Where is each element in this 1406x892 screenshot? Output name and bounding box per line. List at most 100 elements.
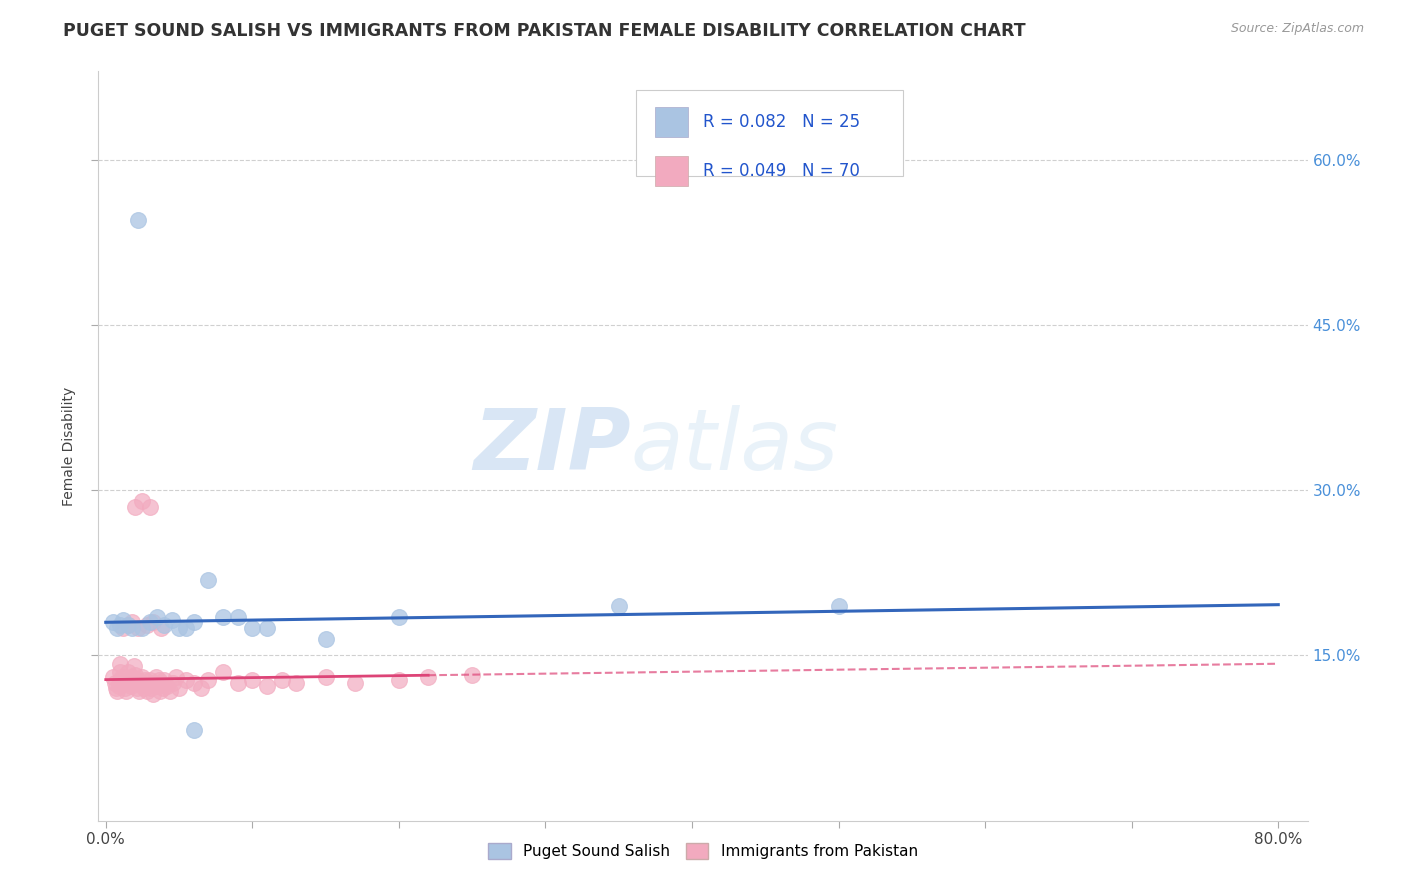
Point [270, 673, 292, 687]
Point [124, 668, 146, 682]
Point [127, 213, 149, 227]
Point [134, 673, 156, 687]
Point [159, 683, 181, 698]
Point [388, 673, 411, 687]
Point [150, 621, 173, 635]
Legend: Puget Sound Salish, Immigrants from Pakistan: Puget Sound Salish, Immigrants from Paki… [482, 838, 924, 865]
Point [607, 599, 630, 613]
Point [110, 665, 132, 679]
Point [145, 670, 167, 684]
Point [183, 676, 205, 690]
Point [115, 683, 138, 698]
Point [142, 615, 165, 630]
Point [226, 609, 249, 624]
Point [148, 673, 170, 687]
Point [150, 676, 173, 690]
Point [131, 621, 153, 635]
Point [131, 494, 153, 508]
Point [212, 609, 235, 624]
Point [124, 500, 146, 514]
Point [128, 683, 150, 698]
FancyBboxPatch shape [637, 90, 903, 177]
Point [343, 676, 366, 690]
Point [153, 617, 176, 632]
FancyBboxPatch shape [655, 156, 689, 186]
Point [112, 676, 135, 690]
Point [129, 676, 152, 690]
Point [212, 665, 235, 679]
Point [124, 676, 146, 690]
Point [190, 681, 212, 696]
Point [183, 723, 205, 738]
Point [176, 621, 198, 635]
Point [152, 681, 174, 696]
Point [138, 673, 160, 687]
Point [156, 679, 179, 693]
Point [110, 673, 132, 687]
Point [127, 673, 149, 687]
Point [107, 621, 129, 635]
Point [135, 617, 157, 632]
Y-axis label: Female Disability: Female Disability [62, 386, 76, 506]
Point [183, 615, 205, 630]
Point [162, 676, 184, 690]
Point [110, 657, 132, 672]
Point [111, 670, 134, 684]
Point [127, 621, 149, 635]
Point [197, 574, 219, 588]
Text: R = 0.082   N = 25: R = 0.082 N = 25 [703, 112, 860, 130]
Point [315, 632, 337, 646]
Point [103, 676, 125, 690]
Point [121, 670, 143, 684]
Point [138, 615, 160, 630]
FancyBboxPatch shape [655, 106, 689, 136]
Text: PUGET SOUND SALISH VS IMMIGRANTS FROM PAKISTAN FEMALE DISABILITY CORRELATION CHA: PUGET SOUND SALISH VS IMMIGRANTS FROM PA… [63, 22, 1026, 40]
Point [149, 683, 172, 698]
Point [143, 676, 166, 690]
Point [153, 673, 176, 687]
Point [117, 665, 139, 679]
Point [131, 670, 153, 684]
Point [256, 679, 278, 693]
Point [418, 670, 440, 684]
Point [136, 679, 159, 693]
Point [138, 500, 160, 514]
Point [101, 615, 124, 630]
Point [197, 673, 219, 687]
Point [226, 676, 249, 690]
Point [105, 681, 128, 696]
Point [160, 613, 183, 627]
Point [121, 621, 143, 635]
Point [114, 681, 136, 696]
Point [165, 670, 187, 684]
Text: ZIP: ZIP [472, 404, 630, 488]
Point [120, 679, 142, 693]
Text: atlas: atlas [630, 404, 838, 488]
Text: R = 0.049   N = 70: R = 0.049 N = 70 [703, 162, 860, 180]
Point [827, 599, 849, 613]
Point [122, 659, 145, 673]
Point [121, 615, 143, 630]
Point [141, 681, 163, 696]
Point [167, 681, 190, 696]
Point [315, 670, 337, 684]
Point [135, 683, 157, 698]
Point [125, 681, 148, 696]
Point [461, 668, 484, 682]
Point [117, 617, 139, 632]
Point [176, 673, 198, 687]
Point [240, 673, 263, 687]
Point [118, 673, 141, 687]
Point [132, 681, 155, 696]
Point [108, 679, 131, 693]
Text: Source: ZipAtlas.com: Source: ZipAtlas.com [1230, 22, 1364, 36]
Point [388, 609, 411, 624]
Point [112, 621, 135, 635]
Point [142, 687, 165, 701]
Point [117, 676, 139, 690]
Point [240, 621, 263, 635]
Point [101, 670, 124, 684]
Point [146, 679, 169, 693]
Point [146, 609, 169, 624]
Point [107, 683, 129, 698]
